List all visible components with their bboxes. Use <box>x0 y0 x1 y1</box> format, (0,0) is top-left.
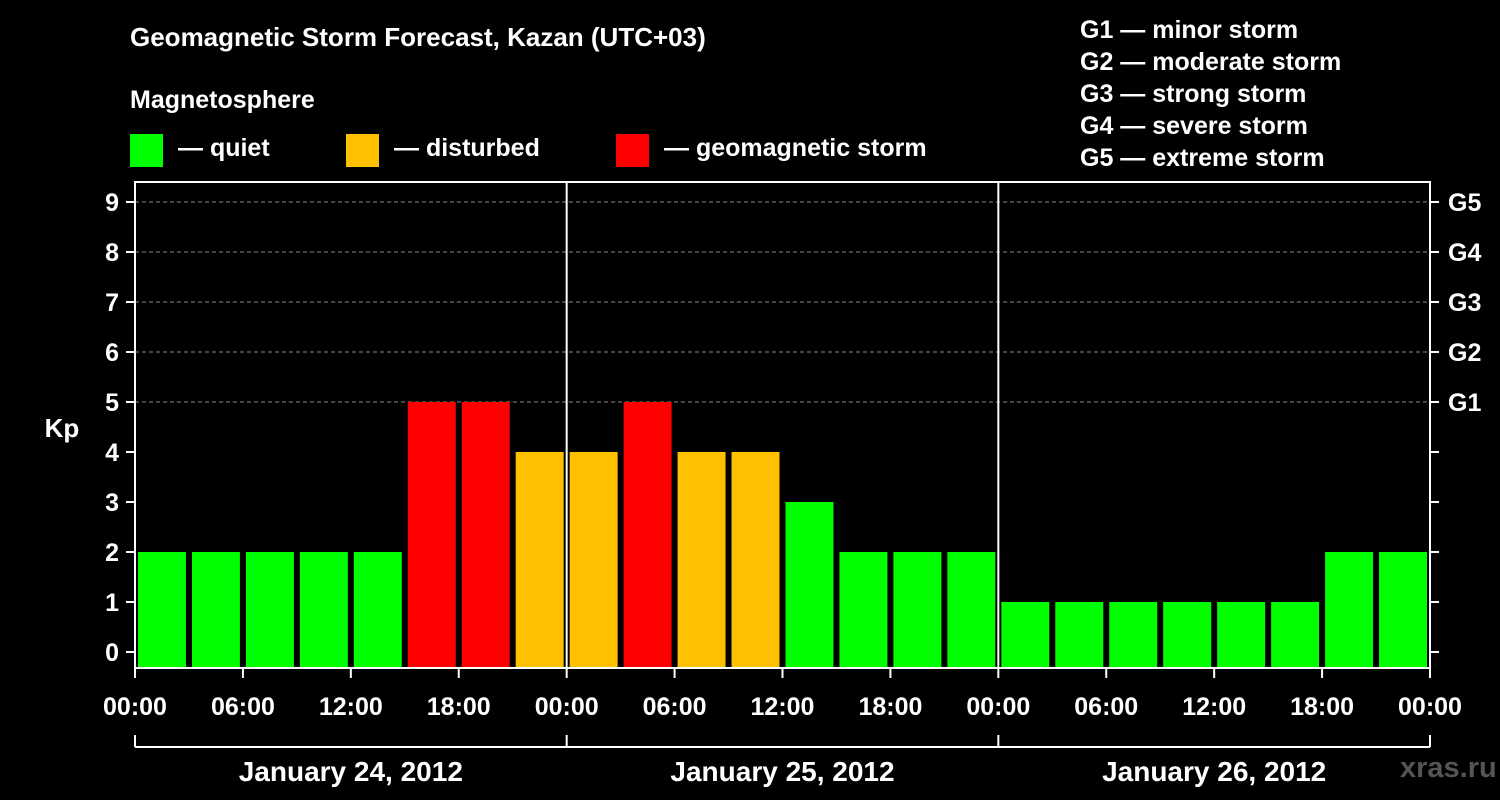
g-level-item: G4 — severe storm <box>1080 112 1308 140</box>
x-tick-label: 00:00 <box>535 693 599 721</box>
bar-quiet <box>1379 552 1427 668</box>
y-tick-label: 7 <box>105 289 119 317</box>
bar-quiet <box>1163 602 1212 668</box>
bar-quiet <box>1109 602 1158 668</box>
bar-quiet <box>138 552 186 668</box>
x-tick-label: 18:00 <box>858 693 922 721</box>
day-label: January 26, 2012 <box>1102 756 1326 787</box>
bar-quiet <box>245 552 294 668</box>
chart-subtitle: Magnetosphere <box>130 86 315 114</box>
bar-disturbed <box>677 452 726 668</box>
x-tick-label: 06:00 <box>1074 693 1138 721</box>
g-axis-label: G1 <box>1448 389 1481 417</box>
x-tick-label: 18:00 <box>1290 693 1354 721</box>
x-tick-label: 00:00 <box>103 693 167 721</box>
g-level-item: G2 — moderate storm <box>1080 48 1342 76</box>
bar-disturbed <box>569 452 618 668</box>
legend-label-storm: — geomagnetic storm <box>664 134 927 162</box>
legend-swatch-disturbed <box>346 134 379 167</box>
legend-swatch-quiet <box>130 134 163 167</box>
y-tick-label: 2 <box>105 539 119 567</box>
x-tick-label: 06:00 <box>211 693 275 721</box>
g-axis-label: G5 <box>1448 189 1481 217</box>
y-tick-label: 5 <box>105 389 119 417</box>
bar-quiet <box>947 552 996 668</box>
bar-quiet <box>1001 602 1050 668</box>
bar-storm <box>461 402 510 668</box>
x-tick-label: 06:00 <box>643 693 707 721</box>
x-tick-label: 12:00 <box>319 693 383 721</box>
g-level-item: G5 — extreme storm <box>1080 144 1325 172</box>
g-level-item: G3 — strong storm <box>1080 80 1307 108</box>
x-tick-label: 12:00 <box>751 693 815 721</box>
bar-quiet <box>353 552 402 668</box>
g-axis-label: G2 <box>1448 339 1481 367</box>
g-axis-label: G4 <box>1448 239 1481 267</box>
x-tick-label: 12:00 <box>1182 693 1246 721</box>
bar-disturbed <box>515 452 564 668</box>
y-tick-label: 9 <box>105 189 119 217</box>
bar-quiet <box>1217 602 1266 668</box>
bar-quiet <box>893 552 942 668</box>
chart-title: Geomagnetic Storm Forecast, Kazan (UTC+0… <box>130 22 706 52</box>
g-level-legend: G1 — minor storm G2 — moderate storm G3 … <box>1080 14 1341 174</box>
y-tick-label: 8 <box>105 239 119 267</box>
watermark: xras.ru <box>1400 752 1497 784</box>
day-label: January 24, 2012 <box>239 756 463 787</box>
bar-disturbed <box>731 452 780 668</box>
x-tick-label: 00:00 <box>966 693 1030 721</box>
bar-quiet <box>299 552 348 668</box>
day-label: January 25, 2012 <box>670 756 894 787</box>
g-level-item: G1 — minor storm <box>1080 16 1299 44</box>
bar-storm <box>623 402 672 668</box>
bar-quiet <box>785 502 834 668</box>
bar-quiet <box>1325 552 1374 668</box>
y-tick-label: 1 <box>105 589 119 617</box>
legend-label-disturbed: — disturbed <box>394 134 540 162</box>
legend-label-quiet: — quiet <box>178 134 270 162</box>
legend-swatch-storm <box>616 134 649 167</box>
bar-quiet <box>191 552 240 668</box>
g-axis-label: G3 <box>1448 289 1481 317</box>
y-tick-label: 4 <box>105 439 119 467</box>
bar-quiet <box>1055 602 1104 668</box>
x-tick-label: 00:00 <box>1398 693 1462 721</box>
y-axis-label: Kp <box>45 413 80 443</box>
y-tick-label: 0 <box>105 639 119 667</box>
bar-quiet <box>1271 602 1320 668</box>
bar-quiet <box>839 552 888 668</box>
y-tick-label: 3 <box>105 489 119 517</box>
y-tick-label: 6 <box>105 339 119 367</box>
x-tick-label: 18:00 <box>427 693 491 721</box>
bar-storm <box>407 402 456 668</box>
